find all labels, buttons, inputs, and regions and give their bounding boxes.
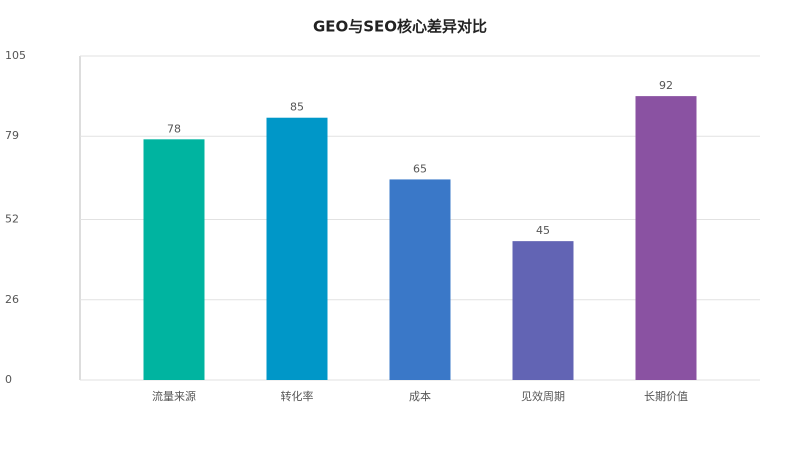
data-label: 45 [536,224,550,237]
bar [389,179,451,380]
y-tick-label: 79 [5,129,19,142]
y-tick-label: 26 [5,293,19,306]
data-label: 65 [413,162,427,175]
data-label: 92 [659,79,673,92]
data-label: 78 [167,122,181,135]
y-tick-label: 0 [5,373,12,386]
bar [512,241,574,380]
y-tick-label: 105 [5,49,26,62]
x-tick-label: 转化率 [281,389,314,403]
chart-title: GEO与SEO核心差异对比 [313,18,487,36]
bar [635,96,697,380]
bar [266,117,328,380]
data-label: 85 [290,101,304,114]
x-tick-label: 见效周期 [521,389,565,403]
x-tick-label: 长期价值 [644,390,688,403]
x-tick-label: 流量来源 [152,389,196,403]
y-tick-label: 52 [5,213,19,226]
x-tick-label: 成本 [409,389,431,403]
bar [143,139,205,380]
